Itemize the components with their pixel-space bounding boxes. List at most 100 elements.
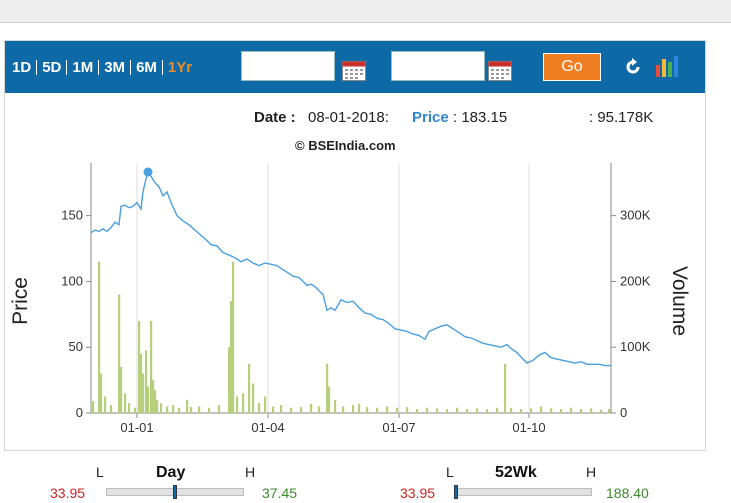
volume-bar bbox=[386, 406, 389, 413]
refresh-icon[interactable] bbox=[623, 57, 643, 77]
volume-bar bbox=[476, 408, 479, 413]
volume-bar bbox=[258, 403, 261, 413]
volume-bar bbox=[366, 407, 369, 413]
day-high-value: 37.45 bbox=[262, 485, 298, 501]
volume-bar bbox=[456, 407, 459, 413]
volume-bar bbox=[154, 389, 157, 413]
info-price-value: : 183.15 bbox=[453, 109, 508, 126]
to-calendar-icon[interactable] bbox=[488, 59, 512, 81]
volume-bar bbox=[290, 407, 293, 413]
volume-bar bbox=[334, 399, 337, 413]
volume-bar bbox=[128, 403, 131, 413]
day-low-value: 33.95 bbox=[50, 485, 86, 501]
volume-bar bbox=[218, 405, 221, 413]
volume-bar bbox=[342, 406, 345, 413]
volume-bar bbox=[166, 406, 169, 413]
y2-tick-label: 100K bbox=[620, 339, 651, 354]
volume-bar bbox=[510, 407, 513, 413]
volume-bar bbox=[550, 408, 553, 413]
info-date-label: Date : bbox=[254, 109, 296, 126]
volume-bar bbox=[150, 320, 153, 413]
volume-bar bbox=[145, 350, 148, 413]
info-volume-value: : 95.178K bbox=[589, 109, 654, 126]
volume-bar bbox=[252, 383, 255, 413]
volume-bar bbox=[120, 366, 123, 413]
volume-bar bbox=[600, 409, 603, 413]
wk52-range-slider bbox=[454, 488, 592, 496]
volume-bar bbox=[100, 373, 103, 413]
range-1yr[interactable]: 1Yr bbox=[167, 58, 193, 76]
y2-tick-label: 0 bbox=[620, 405, 627, 420]
volume-bar bbox=[466, 409, 469, 413]
info-price-label: Price bbox=[412, 109, 449, 126]
wk52-label: 52Wk bbox=[495, 464, 537, 481]
y-tick-label: 100 bbox=[61, 273, 83, 288]
volume-bar bbox=[134, 407, 137, 413]
day-low-label: L bbox=[96, 464, 104, 480]
volume-bar bbox=[318, 406, 321, 413]
volume-bar bbox=[580, 409, 583, 413]
wk52-range-thumb bbox=[454, 485, 458, 499]
x-tick-label: 01-04 bbox=[251, 420, 284, 435]
volume-bar bbox=[198, 406, 201, 413]
volume-bar bbox=[160, 403, 163, 413]
range-selector: 1D 5D 1M 3M 6M 1Yr bbox=[12, 57, 197, 77]
volume-bar bbox=[147, 386, 150, 413]
volume-bar bbox=[326, 363, 329, 413]
wk52-low-label: L bbox=[446, 464, 454, 480]
chart-panel: 1D 5D 1M 3M 6M 1Yr bbox=[4, 40, 706, 451]
y-tick-label: 50 bbox=[69, 339, 83, 354]
volume-bar bbox=[486, 409, 489, 413]
volume-bar bbox=[232, 261, 235, 413]
volume-bar bbox=[124, 393, 127, 413]
volume-bar bbox=[156, 399, 159, 413]
range-6m[interactable]: 6M bbox=[131, 59, 163, 75]
volume-bar bbox=[396, 407, 399, 413]
x-tick-label: 01-10 bbox=[512, 420, 545, 435]
volume-bar bbox=[504, 363, 507, 413]
volume-bar bbox=[608, 409, 611, 413]
price-volume-chart: 01-01 01-04 01-07 01-10 0 50 100 150 0 100K 200K 30… bbox=[9, 163, 691, 435]
range-5d[interactable]: 5D bbox=[37, 59, 68, 75]
day-label: Day bbox=[156, 464, 186, 481]
volume-bar bbox=[328, 386, 331, 413]
y-tick-label: 0 bbox=[76, 405, 83, 420]
volume-bar bbox=[104, 396, 107, 413]
volume-bar bbox=[570, 407, 573, 413]
from-date-input[interactable] bbox=[241, 51, 335, 81]
volume-bar bbox=[228, 347, 231, 413]
volume-bar bbox=[242, 393, 245, 413]
range-1d[interactable]: 1D bbox=[12, 59, 38, 75]
volume-bar bbox=[92, 401, 95, 413]
day-range-thumb bbox=[173, 485, 177, 499]
y2-tick-label: 300K bbox=[620, 208, 651, 223]
volume-bar bbox=[352, 405, 355, 413]
volume-bar bbox=[446, 409, 449, 413]
volume-bar bbox=[272, 406, 275, 413]
volume-bar bbox=[520, 409, 523, 413]
browser-top-bar bbox=[0, 0, 731, 23]
volume-bar bbox=[230, 301, 233, 413]
volume-bar bbox=[540, 406, 543, 413]
volume-bar bbox=[264, 396, 267, 413]
to-date-input[interactable] bbox=[391, 51, 485, 81]
range-1m[interactable]: 1M bbox=[67, 59, 100, 75]
volume-bar bbox=[208, 407, 211, 413]
volume-bar bbox=[426, 407, 429, 413]
go-button[interactable]: Go bbox=[543, 53, 601, 81]
volume-bar bbox=[310, 403, 313, 413]
volume-bar bbox=[300, 407, 303, 413]
bar-chart-icon[interactable] bbox=[655, 55, 679, 77]
volume-bar bbox=[142, 373, 145, 413]
x-tick-label: 01-01 bbox=[120, 420, 153, 435]
volume-bar bbox=[358, 403, 361, 413]
volume-bar bbox=[186, 399, 189, 413]
from-calendar-icon[interactable] bbox=[342, 59, 366, 81]
y-axis-label: Price bbox=[9, 277, 32, 325]
volume-bar bbox=[118, 294, 121, 413]
volume-bar bbox=[376, 407, 379, 413]
range-3m[interactable]: 3M bbox=[99, 59, 132, 75]
volume-bar bbox=[98, 261, 101, 413]
wk52-high-label: H bbox=[586, 464, 597, 480]
volume-bar bbox=[236, 396, 239, 413]
